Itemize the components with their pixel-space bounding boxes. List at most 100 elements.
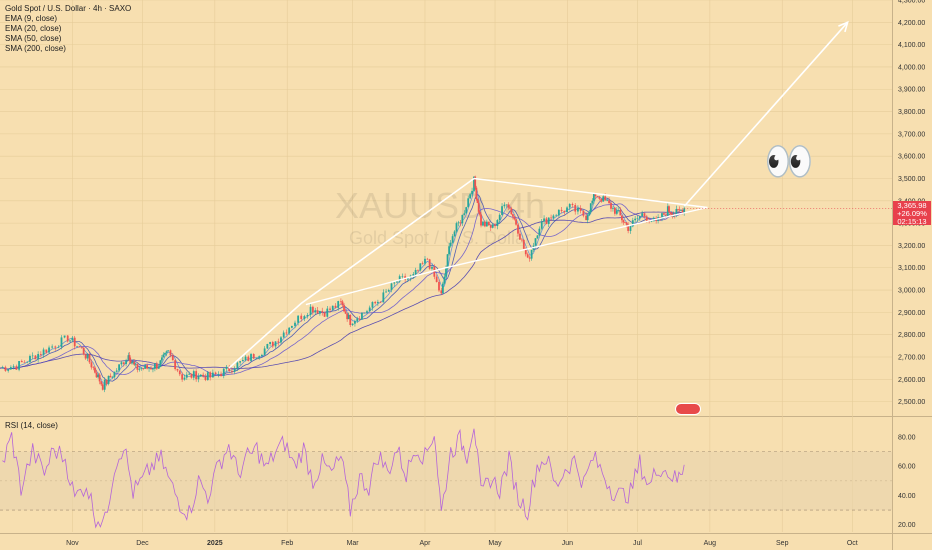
candle-body [641,213,644,217]
candle-body [484,221,486,227]
candle-body [51,346,54,348]
candle-body [622,220,625,223]
candle-body [545,218,548,224]
candle-body [485,221,488,227]
candle-body [69,340,71,342]
candle-body [612,207,614,209]
candle-body [277,341,280,343]
candle-body [120,362,123,365]
candle-body [82,347,85,355]
last-price: 3,365.98 [897,201,927,210]
candle-body [252,354,255,359]
candle-body [625,222,628,225]
legend-ema20[interactable]: EMA (20, close) [5,24,62,33]
candle-body [195,371,198,380]
candle-body [29,355,31,362]
candle-body [341,301,344,306]
legend-sma200[interactable]: SMA (200, close) [5,44,66,53]
bar-countdown: 02:15:13 [897,217,927,226]
price-tick-label: 2,800.00 [898,332,925,339]
candle-body [515,219,517,225]
candle-body [343,305,345,312]
candle-body [547,217,550,224]
candle-body [669,211,672,214]
candle-body [107,375,110,384]
rsi-line [2,428,685,529]
candle-body [73,337,76,347]
candle-body [469,194,472,199]
candle-body [536,235,539,239]
candle-body [206,372,209,380]
candle-body [428,259,431,269]
candle-body [510,208,513,215]
candle-body [84,354,87,359]
candle-body [280,337,282,343]
candle-body [457,222,460,224]
candle-body [406,278,409,280]
price-tick-label: 3,600.00 [898,154,925,161]
candle-body [371,302,374,308]
candle-body [474,176,477,188]
time-tick-label: Jun [562,540,573,547]
candle-body [202,374,205,377]
rsi-tick-label: 40.00 [898,493,916,500]
candle-body [666,206,669,216]
candle-body [303,316,306,319]
candle-body [76,346,78,347]
time-tick-label: Dec [136,540,149,547]
candle-body [557,209,560,216]
us-flag-icon[interactable] [675,403,701,415]
candle-body [128,355,131,361]
legend-sma50[interactable]: SMA (50, close) [5,34,62,43]
time-tick-label: Mar [347,540,360,547]
legend-ema9[interactable]: EMA (9, close) [5,14,58,23]
candle-body [105,379,108,384]
candle-body [361,312,363,320]
candle-body [448,246,451,255]
candle-body [306,314,309,317]
candle-body [31,355,34,357]
candle-body [160,357,163,361]
candle-body [588,212,591,216]
candle-body [217,373,220,375]
eyes-emoji: 👀 [764,140,816,184]
price-tick-label: 3,000.00 [898,288,925,295]
candle-body [169,350,172,356]
candle-body [138,368,141,370]
candle-body [417,269,419,271]
candle-body [453,231,456,237]
candle-body [678,209,681,211]
candle-body [150,368,152,370]
candle-body [543,218,545,222]
candle-body [127,355,130,361]
candle-body [591,200,594,204]
candle-body [487,221,490,226]
candle-body [18,361,20,370]
candle-body [220,373,222,376]
candle-body [122,362,125,364]
candle-body [133,362,136,365]
rsi-legend[interactable]: RSI (14, close) [5,421,58,430]
candle-body [435,276,438,283]
candle-body [421,263,424,264]
candle-body [48,347,50,353]
price-tick-label: 3,100.00 [898,265,925,272]
candle-body [519,233,521,240]
candle-body [20,361,23,363]
candle-body [498,214,501,221]
candle-body [463,213,466,215]
candle-body [266,343,269,349]
candle-body [566,207,568,213]
price-pane [0,0,892,415]
candle-body [314,310,317,313]
candle-body [610,203,612,209]
sma200-line [0,211,685,370]
candle-body [677,208,679,210]
candle-body [382,292,385,303]
candle-body [188,373,191,375]
candle-body [629,226,632,231]
candle-body [66,335,69,342]
candle-body [393,282,396,284]
candle-body [643,213,646,217]
